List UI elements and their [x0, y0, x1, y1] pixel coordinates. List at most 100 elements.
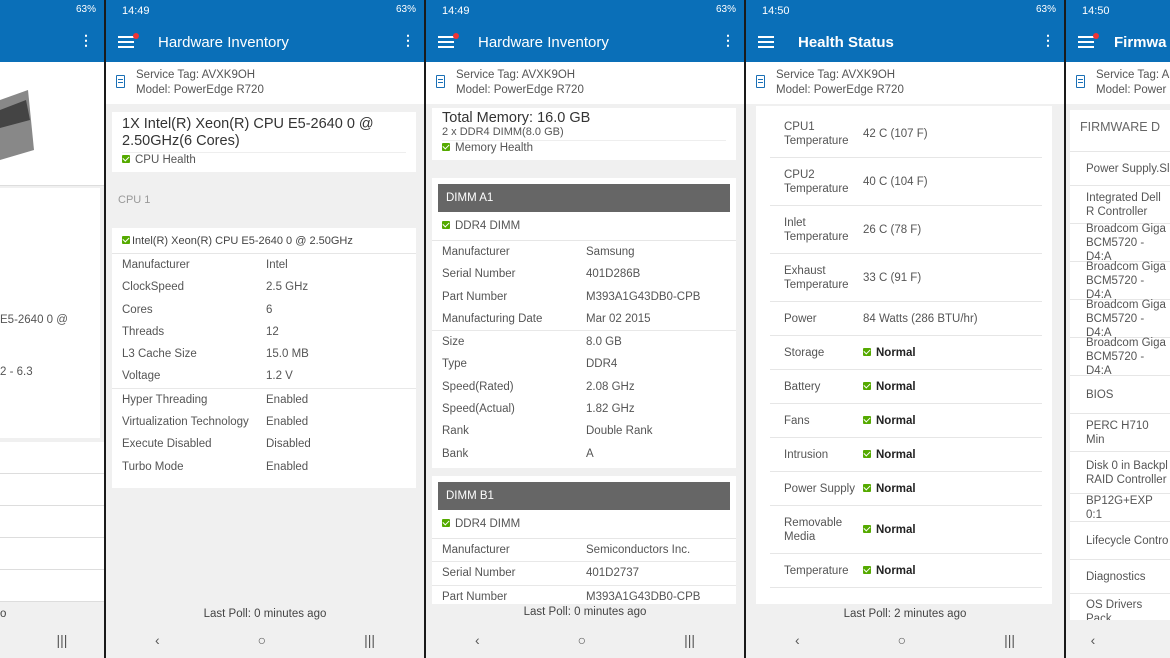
property-value: 12 [266, 325, 279, 338]
more-icon[interactable]: ⋮ [79, 32, 93, 48]
app-bar: Health Status ⋮ [746, 22, 1064, 62]
health-label: Fans [784, 414, 810, 427]
health-row[interactable]: Battery Normal [770, 370, 1042, 404]
list-item[interactable] [0, 442, 104, 474]
home-icon[interactable]: ○ [257, 632, 267, 648]
page-title: Hardware Inventory [478, 33, 609, 51]
nav-bar: ‹ ○ ||| [746, 622, 1064, 658]
property-value: Semiconductors Inc. [586, 544, 691, 556]
cpu-detail-card: Intel(R) Xeon(R) CPU E5-2640 0 @ 2.50GHz… [112, 228, 416, 488]
property-label: Hyper Threading [122, 393, 208, 406]
dimm-header: DIMM B1 [438, 482, 730, 510]
list-item[interactable] [0, 538, 104, 570]
detail-card: E5-2640 0 @ 2 - 6.3 [0, 188, 100, 438]
back-icon[interactable]: ‹ [794, 632, 800, 648]
property-row: L3 Cache Size 15.0 MB [112, 343, 416, 365]
cpu-name: Intel(R) Xeon(R) CPU E5-2640 0 @ 2.50GHz [132, 235, 353, 247]
property-value: Intel [266, 259, 288, 271]
status-text: Normal [876, 346, 916, 359]
firmware-row[interactable]: Broadcom Giga BCM5720 - D4:A [1070, 261, 1170, 301]
status-text: Normal [876, 482, 916, 495]
status-text: Normal [876, 448, 916, 461]
more-icon[interactable]: ⋮ [721, 32, 735, 48]
menu-icon[interactable] [118, 33, 139, 48]
property-row: Voltage 1.2 V [112, 365, 416, 389]
health-row[interactable]: Temperature Normal [770, 554, 1042, 588]
back-icon[interactable]: ‹ [154, 632, 160, 648]
firmware-row[interactable]: Disk 0 in Backpl RAID Controller [1070, 452, 1170, 494]
list-item[interactable] [0, 570, 104, 602]
firmware-row[interactable]: Broadcom Giga BCM5720 - D4:A [1070, 337, 1170, 377]
property-label: Turbo Mode [122, 460, 184, 473]
property-label: Threads [122, 325, 165, 338]
health-row[interactable]: Exhaust Temperature 33 C (91 F) [770, 254, 1042, 302]
firmware-label: Broadcom Giga BCM5720 - D4:A [1086, 222, 1166, 263]
cpu-text: E5-2640 0 @ [0, 314, 68, 326]
phone-screen-3: 14:49 63% Hardware Inventory ⋮ Service Ta… [426, 0, 744, 658]
property-value: 1.2 V [266, 370, 293, 383]
page-title: Firmwa [1114, 33, 1167, 51]
menu-icon[interactable] [1078, 33, 1099, 48]
health-row[interactable]: Power 84 Watts (286 BTU/hr) [770, 302, 1042, 336]
health-row[interactable]: Inlet Temperature 26 C (78 F) [770, 206, 1042, 254]
check-icon [442, 519, 450, 527]
property-value: M393A1G43DB0-CPB [586, 290, 701, 303]
health-row[interactable]: CPU1 Temperature 42 C (107 F) [770, 110, 1042, 158]
firmware-row[interactable]: Integrated Dell R Controller [1070, 186, 1170, 224]
health-row[interactable]: Fans Normal [770, 404, 1042, 438]
recents-icon[interactable]: ||| [684, 632, 695, 648]
app-bar: Firmwa [1066, 22, 1170, 62]
firmware-row[interactable]: Power Supply.Sl [1070, 152, 1170, 186]
menu-icon[interactable] [438, 33, 459, 48]
menu-icon[interactable] [758, 36, 774, 48]
firmware-row[interactable]: Lifecycle Contro [1070, 522, 1170, 560]
phone-screen-4: 14:50 63% Health Status ⋮ Service Tag: AV… [746, 0, 1064, 658]
cpu-summary-card: 1X Intel(R) Xeon(R) CPU E5-2640 0 @ 2.50… [112, 112, 416, 172]
list-item[interactable] [0, 474, 104, 506]
health-label: Battery [784, 380, 821, 393]
back-icon[interactable]: ‹ [474, 632, 480, 648]
health-row[interactable]: Intrusion Normal [770, 438, 1042, 472]
notification-dot [1093, 33, 1099, 39]
more-icon[interactable]: ⋮ [401, 32, 415, 48]
firmware-row[interactable]: Broadcom Giga BCM5720 - D4:A [1070, 222, 1170, 263]
memory-title: Total Memory: 16.0 GB [442, 110, 591, 126]
firmware-row[interactable]: OS Drivers Pack [1070, 594, 1170, 621]
check-icon [122, 155, 130, 163]
health-row[interactable]: Removable Media Normal [770, 506, 1042, 554]
service-info: Service Tag: A Model: Power [1066, 62, 1170, 104]
firmware-row[interactable]: Diagnostics [1070, 560, 1170, 594]
property-label: Part Number [442, 590, 508, 603]
status-bar: 14:50 [1066, 0, 1170, 22]
more-icon[interactable]: ⋮ [1041, 32, 1055, 48]
property-row: Size 8.0 GB [432, 331, 736, 353]
phone-screen-1: 63% ⋮ E5-2640 0 @ 2 - 6.3 o ||| [0, 0, 104, 658]
health-label[interactable]: Memory Health [455, 142, 533, 154]
property-row: Rank Double Rank [432, 420, 736, 442]
recents-icon[interactable]: ||| [364, 632, 375, 648]
property-row: Execute Disabled Disabled [112, 433, 416, 455]
list-item[interactable] [0, 506, 104, 538]
health-label[interactable]: CPU Health [135, 154, 196, 166]
property-value: 15.0 MB [266, 348, 309, 361]
firmware-row[interactable]: BIOS [1070, 376, 1170, 414]
back-icon[interactable]: ‹ [1090, 632, 1096, 648]
firmware-row[interactable]: BP12G+EXP 0:1 [1070, 494, 1170, 522]
health-row[interactable]: CPU2 Temperature 40 C (104 F) [770, 158, 1042, 206]
dimm-card: DIMM B1 DDR4 DIMM Manufacturer Semiconduc… [432, 476, 736, 609]
property-value: Samsung [586, 246, 635, 258]
dimm-type: DDR4 DIMM [455, 220, 521, 232]
recents-icon[interactable]: ||| [56, 632, 68, 648]
home-icon[interactable]: ○ [897, 632, 907, 648]
home-icon[interactable]: ○ [577, 632, 587, 648]
firmware-label: BP12G+EXP 0:1 [1086, 494, 1153, 521]
health-row[interactable]: Storage Normal [770, 336, 1042, 370]
health-row[interactable]: Power Supply Normal [770, 472, 1042, 506]
firmware-row[interactable]: Broadcom Giga BCM5720 - D4:A [1070, 298, 1170, 339]
property-label: Rank [442, 425, 469, 438]
firmware-label: Broadcom Giga BCM5720 - D4:A [1086, 298, 1166, 339]
property-row: Manufacturer Semiconductors Inc. [432, 539, 736, 563]
property-row: Manufacturing Date Mar 02 2015 [432, 308, 736, 332]
firmware-row[interactable]: PERC H710 Min [1070, 414, 1170, 452]
recents-icon[interactable]: ||| [1004, 632, 1015, 648]
